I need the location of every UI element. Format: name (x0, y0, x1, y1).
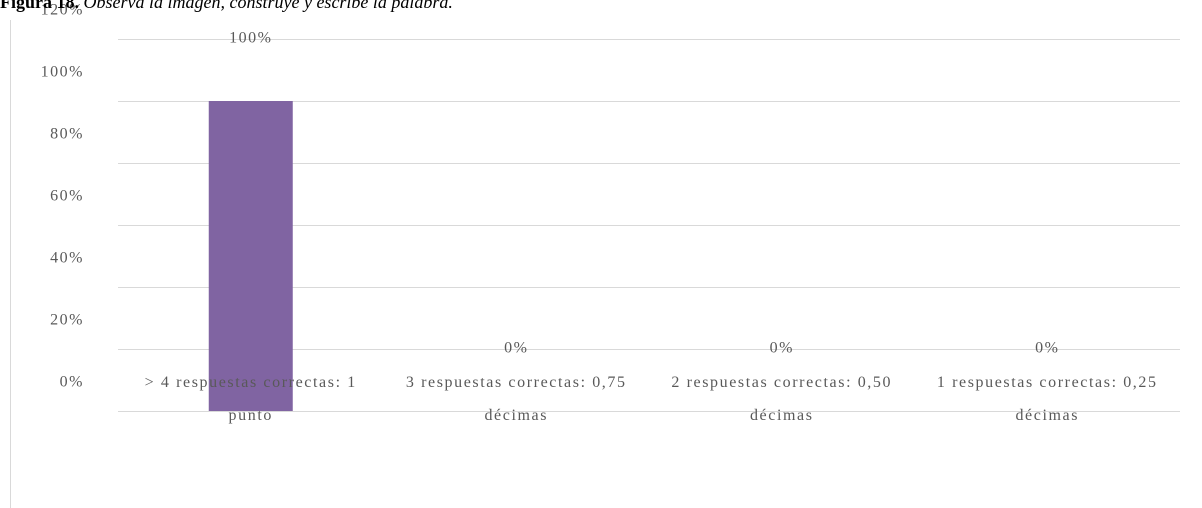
y-tick-label: 80% (50, 126, 84, 143)
x-tick-label: 3 respuestas correctas: 0,75 décimas (405, 374, 627, 424)
bar (208, 101, 293, 411)
value-label: 100% (229, 30, 272, 47)
y-tick-label: 60% (50, 188, 84, 205)
value-label: 0% (1035, 340, 1059, 357)
x-tick-label: 2 respuestas correctas: 0,50 décimas (671, 374, 893, 424)
value-label: 0% (770, 340, 794, 357)
x-tick-label: > 4 respuestas correctas: 1 punto (144, 374, 357, 424)
y-tick-label: 0% (60, 374, 84, 391)
y-tick-label: 120% (41, 2, 84, 19)
y-tick-label: 100% (41, 64, 84, 81)
figure-label: Figura 18. (0, 0, 79, 12)
chart-title: Observa la imagen, construye y escribe l… (83, 0, 453, 12)
y-tick-label: 40% (50, 250, 84, 267)
y-tick-label: 20% (50, 312, 84, 329)
figure-caption: Figura 18. Observa la imagen, construye … (0, 0, 453, 13)
value-label: 0% (504, 340, 528, 357)
x-tick-label: 1 respuestas correctas: 0,25 décimas (936, 374, 1158, 424)
